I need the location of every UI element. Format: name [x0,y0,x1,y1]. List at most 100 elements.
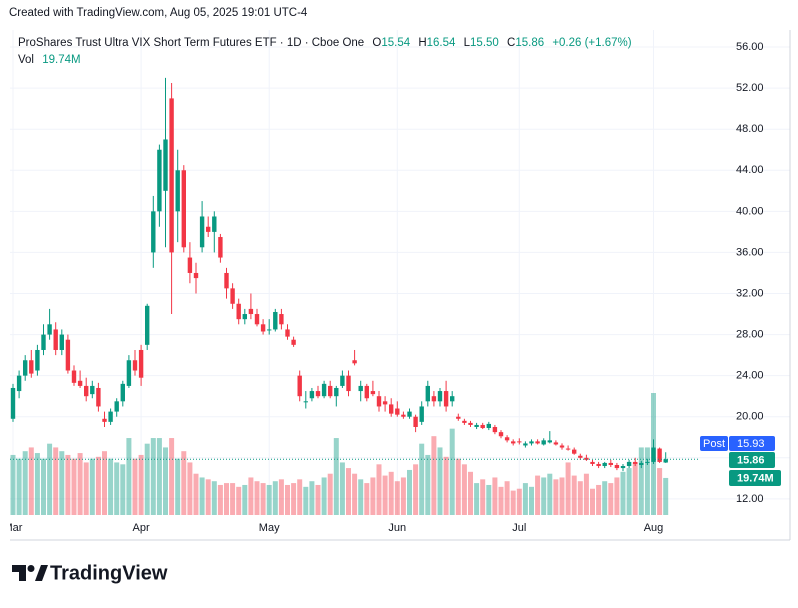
y-tick-label: 56.00 [736,41,764,53]
y-tick-label: 44.00 [736,164,764,176]
volume-line: Vol 19.74M [18,52,632,69]
volume-bar [34,453,40,515]
candle-body [260,324,266,332]
candle-body [181,170,186,248]
volume-bar [89,458,95,515]
volume-bar [510,490,516,515]
volume-name: Vol [18,54,34,66]
volume-bar [431,436,437,515]
candle-body [376,396,382,407]
volume-bar [22,451,28,515]
volume-bar [455,458,461,515]
y-tick-label: 40.00 [736,205,764,217]
volume-bar [583,473,589,515]
volume-bar [657,468,663,515]
volume-bar [394,481,400,515]
volume-bar [175,458,181,515]
volume-bar [620,471,626,515]
volume-bar [388,471,394,515]
y-tick-label: 20.00 [736,411,764,423]
volume-bar [443,456,449,515]
ohlc-key: L [463,37,471,49]
post-label: Post [703,438,725,450]
candle-body [315,391,321,397]
candle-body [309,391,315,399]
volume-bar [297,479,303,515]
volume-bar [474,483,480,515]
candle-body [608,462,613,465]
volume-bar [577,481,583,515]
volume-bar [114,462,120,515]
volume-bar [163,447,168,515]
volume-bar [632,462,638,515]
volume-bar [138,454,144,515]
candle-body [157,149,162,212]
candle-body [291,339,296,345]
volume-bar [461,464,467,515]
volume-bar [132,458,138,515]
candle-body [352,360,357,364]
volume-bar [547,473,553,515]
candle-body [303,401,308,403]
post-price: 15.93 [737,438,765,450]
candle-body [114,401,119,412]
x-tick-label: Mar [4,522,23,534]
candle-body [102,418,107,422]
candle-body [84,385,89,397]
volume-bar [614,477,620,515]
x-tick-label: Aug [644,522,664,534]
candle-body [553,442,559,445]
candle-body [443,391,449,407]
candle-body [529,441,534,444]
candle-body [59,334,64,350]
y-tick-label: 24.00 [736,370,764,382]
candle-body [602,462,607,467]
last-price-tag [729,452,775,468]
candle-body [450,396,455,402]
candle-body [90,385,95,395]
volume-bar [468,471,473,515]
candle-body [328,385,333,397]
footer-note: Created with TradingView.com, Aug 05, 20… [9,7,308,19]
candle-body [425,385,430,402]
candle-body [474,424,479,427]
candle-body [285,329,290,337]
candle-body [132,360,138,371]
brand: TradingView [50,562,168,584]
candle-body [273,311,278,330]
candle-body [334,387,339,397]
ohlc-key: C [507,37,516,49]
x-tick-label: May [259,522,280,534]
candle-body [242,314,247,320]
volume-bar [352,473,358,515]
candle-body [511,441,516,444]
volume-bar [449,428,455,515]
candle-body [370,391,376,395]
ohlc-value: 15.86 [515,37,545,49]
candle-body [572,449,577,454]
candle-body [77,380,83,386]
volume-bar [541,477,547,515]
ohlc-value: 15.50 [470,37,499,49]
post-tag [700,436,728,451]
volume-bar [53,447,59,515]
candle-body [120,383,125,402]
volume-bar [230,483,236,515]
candle-body [358,385,363,392]
candle-body [535,441,540,444]
change: +0.26 (+1.67%) [552,37,632,49]
candle-body [187,257,193,273]
volume-bar [102,451,107,515]
volume-bar [413,464,419,515]
volume-bar [626,468,632,515]
volume-bar [156,438,162,515]
volume-bar [364,483,370,515]
candle-body [645,461,650,463]
volume-bar [260,483,266,515]
volume-bar [644,447,650,515]
volume-bar [303,486,309,515]
candle-body [504,437,510,441]
volume-bar [65,454,71,515]
candle-body [53,329,58,350]
